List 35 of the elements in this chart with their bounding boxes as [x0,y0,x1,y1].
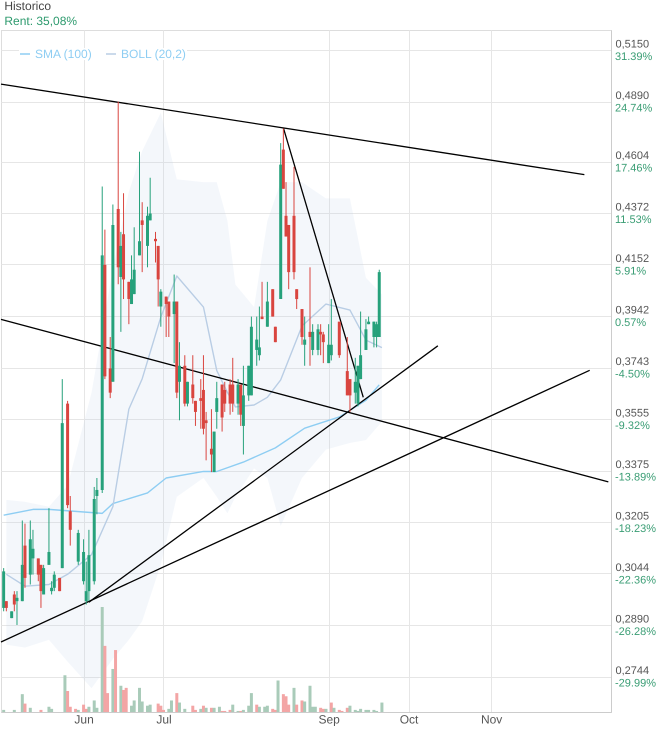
x-tick-label: Jul [156,712,172,726]
text: -29.99% [615,678,656,690]
y-tick-label: 0,3743 [616,356,650,368]
text: 31.39% [615,51,653,64]
y-tick-label: 0,2744 [616,665,650,678]
chart-subtitle: Rent: 35,08% [4,14,78,28]
y-tick-label: 0,3942 [616,304,650,317]
text: -4.50% [615,368,650,381]
y-tick-label: 0,4604 [616,150,650,162]
y-tick-label: 0,4372 [616,202,650,214]
chart-title: Historico [4,0,52,13]
text: 24.74% [615,102,653,115]
y-tick-label: 0,4152 [616,252,650,265]
y-tick-label: 0,4890 [616,90,650,102]
text: 17.46% [615,162,653,175]
x-tick-label: Nov [480,712,502,726]
text: 11.53% [615,214,652,226]
legend-label: BOLL (20,2) [121,47,186,61]
y-tick-label: 0,5150 [616,38,650,51]
x-tick-label: Jun [74,712,94,726]
text: -18.23% [615,523,656,536]
text: -22.36% [615,574,656,586]
y-tick-label: 0,3205 [616,510,650,523]
text: -26.28% [615,626,656,638]
text: 0.57% [615,317,646,330]
y-tick-label: 0,3375 [616,459,650,472]
legend-label: SMA (100) [35,47,92,61]
y-tick-label: 0,2890 [616,613,650,626]
y-tick-label: 0,3555 [616,407,650,420]
text: 5.91% [615,265,646,278]
y-tick-label: 0,3044 [616,562,650,574]
x-tick-label: Oct [400,712,420,726]
x-tick-label: Sep [318,712,340,726]
text: -9.32% [615,420,650,432]
text: -13.89% [615,472,656,484]
